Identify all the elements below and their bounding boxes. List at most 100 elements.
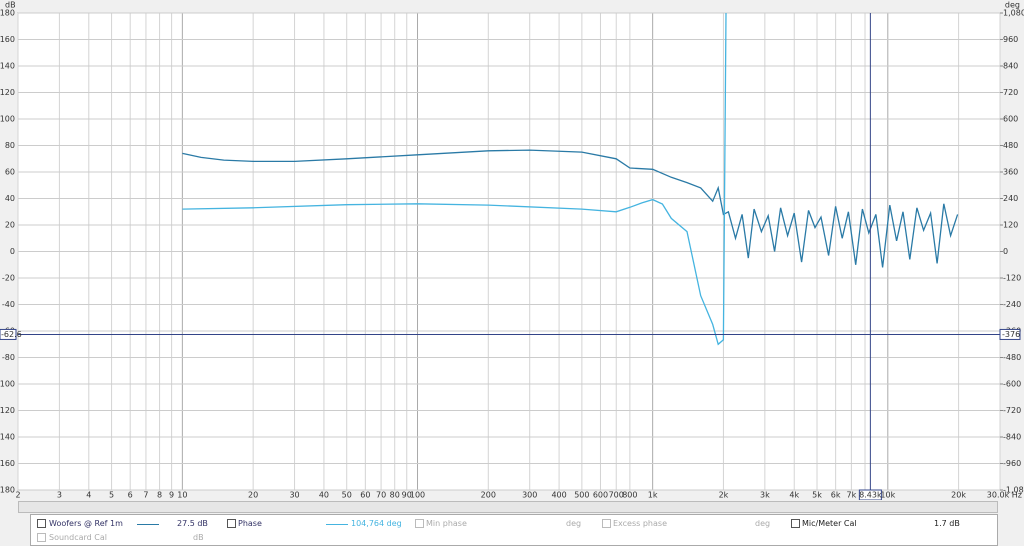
y-tick-label: -140 <box>0 433 15 442</box>
y-tick-label: -180 <box>0 486 15 495</box>
y2-tick-label: -120 <box>1003 274 1021 283</box>
y2-tick-label: -840 <box>1003 433 1021 442</box>
y-tick-label: -120 <box>0 406 15 415</box>
legend-name: Soundcard Cal <box>49 533 107 542</box>
x-tick-label: 9 <box>169 491 174 500</box>
legend-name: Min phase <box>426 519 467 528</box>
y2-tick-label: 0 <box>1003 247 1008 256</box>
x-tick-label: 6 <box>128 491 133 500</box>
y-tick-label: 140 <box>0 62 15 71</box>
legend-name: Woofers @ Ref 1m <box>49 519 123 528</box>
x-tick-label: 6k <box>831 491 841 500</box>
legend-name: Phase <box>238 519 262 528</box>
legend-unit: deg <box>755 519 771 528</box>
y2-tick-label: 960 <box>1003 35 1018 44</box>
x-tick-label: 30 <box>289 491 299 500</box>
series-line <box>182 13 727 346</box>
y2-tick-label: -480 <box>1003 353 1021 362</box>
x-tick-label: 20k <box>951 491 966 500</box>
y-tick-label: 80 <box>5 141 15 150</box>
x-tick-label: 4 <box>86 491 91 500</box>
y-tick-label: 160 <box>0 35 15 44</box>
scrollbar[interactable] <box>18 501 998 513</box>
x-tick-label: 60 <box>360 491 370 500</box>
cursor-label: -62.6 <box>1 330 22 339</box>
y2-tick-label: 840 <box>1003 62 1018 71</box>
y2-tick-label: -240 <box>1003 300 1021 309</box>
series-group <box>182 13 959 346</box>
y2-tick-label: 360 <box>1003 168 1018 177</box>
y-tick-label: 180 <box>0 9 15 18</box>
x-tick-label: 70 <box>376 491 386 500</box>
cursor-box <box>999 328 1021 340</box>
y2-tick-label: -1,080 <box>1003 486 1024 495</box>
x-tick-label: 700 <box>609 491 624 500</box>
y2-tick-label: 600 <box>1003 115 1018 124</box>
x-tick-label: 80 <box>390 491 400 500</box>
legend-unit: dB <box>193 533 204 542</box>
y-tick-label: 40 <box>5 194 15 203</box>
x-tick-label: 500 <box>574 491 589 500</box>
legend-value: 1.7 dB <box>934 519 960 528</box>
y-tick-label: -20 <box>2 274 15 283</box>
legend-bar: Woofers @ Ref 1m 27.5 dB Phase 104,764 d… <box>30 514 998 546</box>
x-tick-label: 50 <box>342 491 352 500</box>
legend-value: 27.5 dB <box>177 519 208 528</box>
x-tick-label: 200 <box>481 491 496 500</box>
legend-unit: deg <box>566 519 582 528</box>
x-tick-label: 300 <box>522 491 537 500</box>
cursor-box <box>858 489 882 500</box>
x-tick-label: 2 <box>15 491 20 500</box>
y2-axis-label: deg <box>1005 1 1020 10</box>
cursor-box <box>0 328 17 340</box>
x-tick-label: 7 <box>143 491 148 500</box>
y2-tick-label: -720 <box>1003 406 1021 415</box>
x-tick-label: 2k <box>719 491 729 500</box>
x-tick-label: 100 <box>410 491 425 500</box>
x-tick-label: 3k <box>760 491 770 500</box>
y2-tick-label: 720 <box>1003 88 1018 97</box>
cursor-label: 8.43k <box>859 491 882 500</box>
checkbox[interactable] <box>227 519 236 528</box>
checkbox[interactable] <box>791 519 800 528</box>
checkbox[interactable] <box>415 519 424 528</box>
y-tick-label: 120 <box>0 88 15 97</box>
series-line <box>182 149 959 268</box>
x-tick-label: 10k <box>880 491 895 500</box>
cursor-label: -376 <box>1002 330 1020 339</box>
y2-tick-label: 1,080 <box>1003 9 1024 18</box>
x-tick-label: 800 <box>622 491 637 500</box>
checkbox[interactable] <box>37 519 46 528</box>
x-tick-label: 3 <box>57 491 62 500</box>
y2-tick-label: -600 <box>1003 380 1021 389</box>
y2-tick-label: 480 <box>1003 141 1018 150</box>
x-tick-label: 30.0k Hz <box>987 491 1022 500</box>
x-tick-label: 400 <box>551 491 566 500</box>
y2-tick-label: 240 <box>1003 194 1018 203</box>
x-tick-label: 10 <box>177 491 187 500</box>
y-tick-label: -100 <box>0 380 15 389</box>
x-tick-label: 20 <box>248 491 258 500</box>
x-tick-label: 600 <box>593 491 608 500</box>
x-tick-label: 4k <box>789 491 799 500</box>
x-tick-label: 40 <box>319 491 329 500</box>
legend-value: 104,764 deg <box>351 519 402 528</box>
y2-tick-label: -960 <box>1003 459 1021 468</box>
legend-swatch <box>326 524 348 525</box>
y-tick-label: 0 <box>10 247 15 256</box>
legend-swatch <box>137 524 159 525</box>
y-tick-label: 60 <box>5 168 15 177</box>
checkbox[interactable] <box>602 519 611 528</box>
y-tick-label: 20 <box>5 221 15 230</box>
x-tick-label: 1k <box>648 491 658 500</box>
x-tick-label: 90 <box>402 491 412 500</box>
x-tick-label: 5 <box>109 491 114 500</box>
x-tick-label: 8 <box>157 491 162 500</box>
y-axis-label: dB <box>5 1 16 10</box>
legend-name: Mic/Meter Cal <box>802 519 857 528</box>
y2-tick-label: 120 <box>1003 221 1018 230</box>
checkbox[interactable] <box>37 533 46 542</box>
y-tick-label: -80 <box>2 353 15 362</box>
